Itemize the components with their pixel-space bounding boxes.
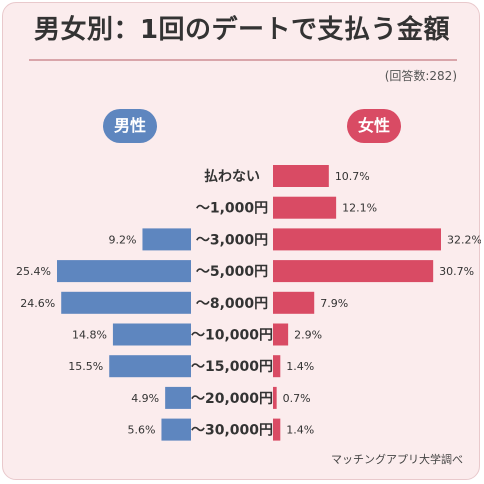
male-value-label: 14.8% xyxy=(72,329,107,342)
female-bar xyxy=(273,386,277,409)
male-value-label: 9.2% xyxy=(109,233,137,246)
female-value-label: 1.4% xyxy=(286,360,314,373)
male-value-label: 25.4% xyxy=(16,265,51,278)
female-bar xyxy=(273,196,337,219)
female-value-label: 32.2% xyxy=(447,233,481,246)
male-value-label: 24.6% xyxy=(20,297,55,310)
category-label: ～5,000円 xyxy=(196,264,268,280)
female-value-label: 2.9% xyxy=(294,329,322,342)
female-bar xyxy=(273,165,329,187)
female-bar xyxy=(273,418,281,441)
category-label: ～3,000円 xyxy=(196,232,268,248)
male-bar xyxy=(61,291,191,314)
male-bar xyxy=(112,323,191,346)
female-value-label: 0.7% xyxy=(283,392,311,405)
female-legend-badge: 女性 xyxy=(347,109,401,143)
diverging-bar-chart: 払わない 10.7% ～1,000円 12.1% ～3,000円 9.2% 32.2% ～5,… xyxy=(16,165,481,441)
male-bar xyxy=(142,228,191,251)
chart-title: 男女別：1回のデートで支払う金額 xyxy=(33,15,451,45)
male-bar xyxy=(57,260,191,283)
title-underline xyxy=(29,59,457,61)
category-label: ～20,000円 xyxy=(191,391,273,407)
female-value-label: 7.9% xyxy=(320,297,348,310)
category-label: ～8,000円 xyxy=(196,296,268,312)
female-bar xyxy=(273,228,441,251)
source-credit: マッチングアプリ大学調べ xyxy=(331,453,463,466)
male-bar xyxy=(109,355,191,378)
category-label: ～15,000円 xyxy=(191,359,273,375)
male-value-label: 4.9% xyxy=(131,392,159,405)
male-value-label: 15.5% xyxy=(68,360,103,373)
female-value-label: 12.1% xyxy=(342,202,377,215)
category-label: ～10,000円 xyxy=(191,328,273,344)
category-label: ～1,000円 xyxy=(196,201,268,217)
male-bar xyxy=(165,386,191,409)
female-bar xyxy=(273,260,434,283)
female-value-label: 30.7% xyxy=(439,265,474,278)
response-count-note: (回答数:282) xyxy=(384,69,457,83)
male-bar xyxy=(161,418,191,441)
chart-card: 男女別：1回のデートで支払う金額 (回答数:282) 男性 女性 払わない 10.… xyxy=(2,2,481,480)
male-value-label: 5.6% xyxy=(128,424,156,437)
female-bar xyxy=(273,355,281,378)
male-legend-badge: 男性 xyxy=(103,109,157,143)
female-bar xyxy=(273,291,315,314)
category-label: ～30,000円 xyxy=(191,423,273,439)
female-bar xyxy=(273,323,289,346)
category-label: 払わない xyxy=(204,168,260,185)
female-value-label: 10.7% xyxy=(335,170,370,183)
female-value-label: 1.4% xyxy=(286,424,314,437)
